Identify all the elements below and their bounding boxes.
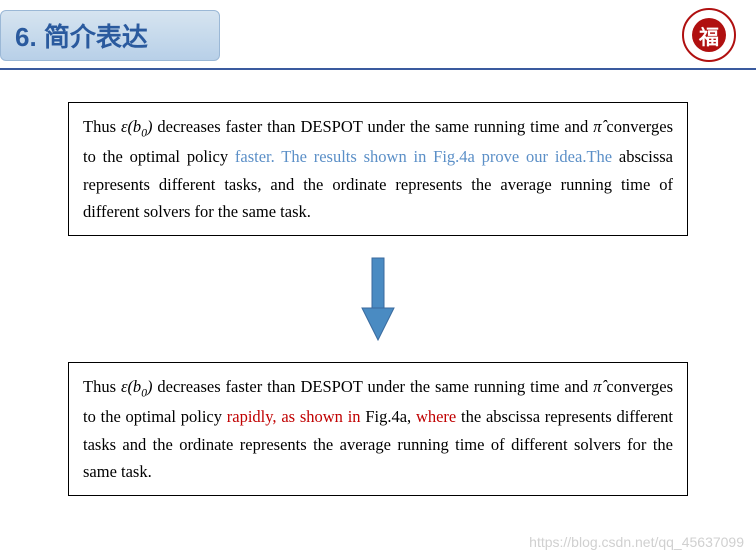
logo-char: 福 (692, 18, 726, 52)
university-logo: 福 (682, 8, 736, 62)
highlighted-blue-text: faster. The results shown in Fig.4a prov… (235, 147, 612, 166)
slide-content: Thus ε(b0) decreases faster than DESPOT … (0, 72, 756, 496)
logo-ring: 福 (682, 8, 736, 62)
text-segment: Thus (83, 117, 121, 136)
slide-title: 6. 简介表达 (0, 10, 220, 61)
highlighted-red-text: rapidly, as shown in (227, 407, 361, 426)
text-segment: decreases faster than DESPOT under the s… (152, 117, 593, 136)
arrow-icon (358, 254, 398, 344)
text-segment: Thus (83, 377, 121, 396)
header-divider (0, 68, 756, 70)
watermark: https://blog.csdn.net/qq_45637099 (529, 534, 744, 550)
math-epsilon: ε(b0) (121, 117, 153, 136)
text-segment: decreases faster than DESPOT under the s… (152, 377, 593, 396)
text-box-before: Thus ε(b0) decreases faster than DESPOT … (68, 102, 688, 236)
arrow-down (358, 254, 398, 344)
highlighted-red-text: where (416, 407, 456, 426)
slide-header: 6. 简介表达 福 (0, 0, 756, 72)
math-epsilon: ε(b0) (121, 377, 153, 396)
text-box-after: Thus ε(b0) decreases faster than DESPOT … (68, 362, 688, 496)
text-segment: Fig.4a, (361, 407, 416, 426)
